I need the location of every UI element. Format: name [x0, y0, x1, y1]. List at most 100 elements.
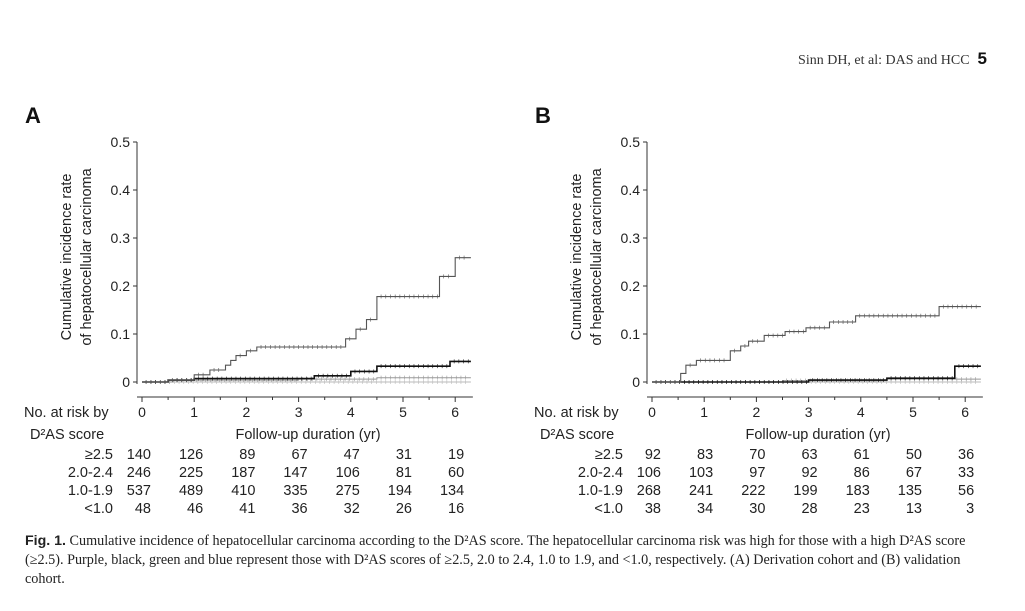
risk-row-value: 50 — [906, 447, 922, 463]
risk-row-value: 26 — [396, 501, 412, 517]
y-tick-label: 0 — [632, 374, 640, 390]
risk-row-value: 537 — [127, 483, 151, 499]
x-tick-label: 5 — [909, 404, 917, 420]
risk-row-value: 33 — [958, 465, 974, 481]
risk-row-value: 97 — [749, 465, 765, 481]
risk-row-value: 3 — [966, 501, 974, 517]
y-tick-label: 0.2 — [621, 278, 641, 294]
y-axis-label-line-1: Cumulative incidence rate — [569, 174, 585, 341]
panel-label-a: A — [25, 103, 41, 128]
km-series-line-1 — [142, 257, 471, 383]
risk-row-value: 335 — [283, 483, 307, 499]
risk-row-value: 241 — [689, 483, 713, 499]
risk-row-value: 38 — [645, 501, 661, 517]
risk-row-value: 61 — [854, 447, 870, 463]
km-series-line-1 — [652, 306, 981, 383]
y-axis-label-line-2: of hepatocellular carcinoma — [79, 167, 95, 345]
y-tick-label: 0.1 — [621, 326, 641, 342]
risk-row-value: 199 — [793, 483, 817, 499]
risk-row-value: 13 — [906, 501, 922, 517]
y-tick-label: 0.1 — [111, 326, 131, 342]
risk-row-value: 134 — [440, 483, 464, 499]
running-title: Sinn DH, et al: DAS and HCC — [798, 53, 970, 68]
risk-row-value: 92 — [801, 465, 817, 481]
risk-row-label: 1.0-1.9 — [578, 483, 623, 499]
risk-row-value: 135 — [898, 483, 922, 499]
risk-row-value: 60 — [448, 465, 464, 481]
risk-row-value: 225 — [179, 465, 203, 481]
x-tick-label: 6 — [961, 404, 969, 420]
risk-row-label: ≥2.5 — [85, 447, 113, 463]
x-tick-label: 3 — [805, 404, 813, 420]
risk-row-label: 2.0-2.4 — [68, 465, 113, 481]
risk-table-title-line-1: No. at risk by — [24, 405, 109, 421]
x-tick-label: 0 — [648, 404, 656, 420]
y-tick-label: 0.4 — [621, 182, 641, 198]
x-tick-label: 6 — [451, 404, 459, 420]
risk-table-title-line-2: D²AS score — [30, 427, 104, 443]
risk-row-label: 1.0-1.9 — [68, 483, 113, 499]
risk-row-value: 147 — [283, 465, 307, 481]
risk-row-value: 46 — [187, 501, 203, 517]
x-axis-label: Follow-up duration (yr) — [745, 427, 890, 443]
risk-row-value: 410 — [231, 483, 255, 499]
risk-row-value: 86 — [854, 465, 870, 481]
x-tick-label: 0 — [138, 404, 146, 420]
x-tick-label: 2 — [243, 404, 251, 420]
risk-row-value: 32 — [344, 501, 360, 517]
risk-row-value: 56 — [958, 483, 974, 499]
risk-row-value: 194 — [388, 483, 412, 499]
risk-row-value: 23 — [854, 501, 870, 517]
x-tick-label: 4 — [347, 404, 355, 420]
x-tick-label: 4 — [857, 404, 865, 420]
y-tick-label: 0.4 — [111, 182, 131, 198]
risk-row-value: 489 — [179, 483, 203, 499]
risk-row-value: 67 — [291, 447, 307, 463]
risk-row-label: <1.0 — [84, 501, 113, 517]
risk-row-value: 83 — [697, 447, 713, 463]
risk-row-value: 106 — [336, 465, 360, 481]
risk-table-title-line-1: No. at risk by — [534, 405, 619, 421]
risk-row-label: 2.0-2.4 — [578, 465, 623, 481]
risk-row-value: 275 — [336, 483, 360, 499]
risk-row-value: 187 — [231, 465, 255, 481]
y-tick-label: 0.3 — [621, 230, 641, 246]
risk-row-value: 34 — [697, 501, 713, 517]
km-series-line-3 — [142, 377, 471, 383]
risk-row-value: 246 — [127, 465, 151, 481]
risk-row-value: 28 — [801, 501, 817, 517]
risk-row-value: 81 — [396, 465, 412, 481]
risk-row-value: 268 — [637, 483, 661, 499]
risk-row-value: 89 — [239, 447, 255, 463]
risk-row-value: 63 — [801, 447, 817, 463]
risk-row-value: 183 — [846, 483, 870, 499]
x-tick-label: 1 — [700, 404, 708, 420]
y-tick-label: 0.2 — [111, 278, 131, 294]
running-head: Sinn DH, et al: DAS and HCC 5 — [798, 49, 987, 69]
y-axis-label-line-1: Cumulative incidence rate — [59, 174, 75, 341]
y-tick-label: 0.5 — [621, 134, 641, 150]
km-chart-a: 0 0.1 0.2 0.3 0.4 0.5 Cumulative incidence rat… — [24, 134, 473, 517]
risk-table-title-line-2: D²AS score — [540, 427, 614, 443]
x-tick-label: 3 — [295, 404, 303, 420]
figure-caption: Fig. 1. Cumulative incidence of hepatoce… — [25, 532, 990, 589]
y-tick-label: 0 — [122, 374, 130, 390]
risk-row-value: 30 — [749, 501, 765, 517]
risk-row-value: 19 — [448, 447, 464, 463]
km-series-line-2 — [652, 365, 981, 383]
risk-row-label: <1.0 — [594, 501, 623, 517]
risk-row-value: 47 — [344, 447, 360, 463]
risk-row-value: 36 — [291, 501, 307, 517]
y-tick-label: 0.3 — [111, 230, 131, 246]
risk-row-value: 48 — [135, 501, 151, 517]
risk-row-value: 36 — [958, 447, 974, 463]
risk-row-value: 41 — [239, 501, 255, 517]
km-chart-b: 0 0.1 0.2 0.3 0.4 0.5 Cumulative incidence rat… — [534, 134, 983, 517]
risk-row-value: 140 — [127, 447, 151, 463]
risk-row-value: 31 — [396, 447, 412, 463]
panel-label-b: B — [535, 103, 551, 128]
risk-row-value: 16 — [448, 501, 464, 517]
risk-row-value: 70 — [749, 447, 765, 463]
y-axis-label-line-2: of hepatocellular carcinoma — [589, 167, 605, 345]
risk-row-value: 103 — [689, 465, 713, 481]
